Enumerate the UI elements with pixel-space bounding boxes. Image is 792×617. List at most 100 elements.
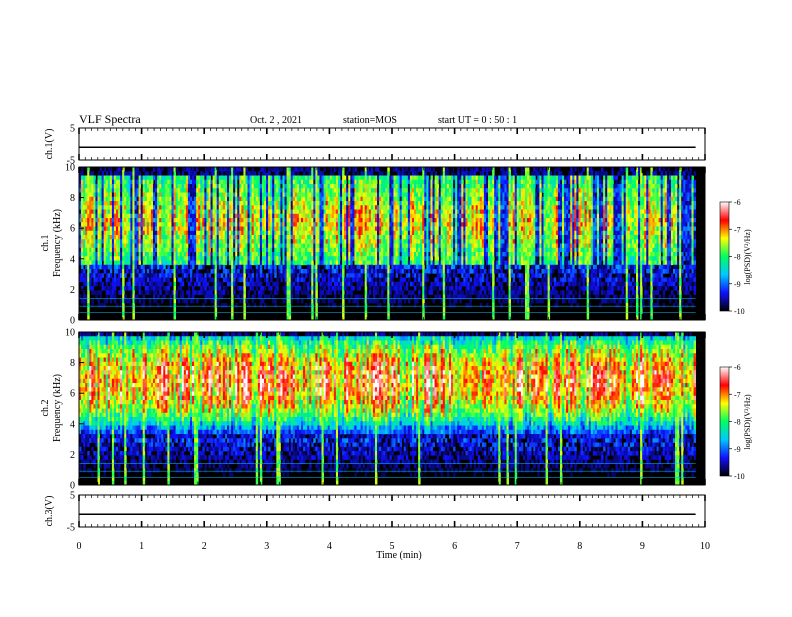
spectrogram-cell [130, 171, 133, 176]
spectrogram-cell [194, 243, 197, 249]
spectrogram-cell [266, 294, 269, 300]
spectrogram-cell [274, 264, 277, 270]
spectrogram-cell [239, 239, 242, 244]
spectrogram-cell [245, 260, 248, 266]
spectrogram-cell [251, 179, 255, 185]
spectrogram-cell [105, 179, 109, 185]
spectrogram-cell [266, 243, 269, 249]
spectrogram-cell [163, 235, 166, 240]
spectrogram-cell [224, 235, 228, 240]
spectrogram-cell [245, 192, 248, 198]
spectrogram-cell [237, 243, 240, 249]
spectrogram-cell [263, 205, 267, 210]
spectrogram-cell [103, 167, 107, 172]
spectrogram-cell [192, 273, 195, 278]
spectrogram-cell [300, 167, 304, 172]
spectrogram-cell [259, 290, 263, 295]
spectrogram-cell [231, 201, 234, 206]
spectrogram-cell [218, 205, 222, 210]
spectrogram-cell [118, 192, 121, 198]
spectrogram-cell [109, 188, 113, 193]
spectrogram-cell [126, 235, 129, 240]
spectrogram-cell [87, 218, 90, 223]
spectrogram-cell [231, 303, 234, 308]
spectrogram-cell [161, 247, 164, 253]
spectrogram-cell [175, 264, 179, 270]
spectrogram-cell [391, 277, 394, 283]
spectrogram-cell [85, 243, 88, 249]
spectrogram-cell [128, 230, 131, 236]
spectrogram-cell [259, 277, 263, 283]
spectrogram-cell [118, 273, 121, 278]
spectrogram-cell [163, 256, 166, 261]
spectrogram-cell [426, 175, 429, 181]
spectrogram-cell [222, 226, 226, 232]
spectrogram-cell [220, 218, 224, 223]
spectrogram-cell [134, 218, 137, 223]
spectrogram-cell [155, 239, 158, 244]
spectrogram-cell [95, 277, 98, 283]
spectrogram-cell [116, 213, 119, 219]
spectrogram-cell [206, 175, 209, 181]
spectrogram-cell [113, 260, 117, 266]
spectrogram-cell [89, 188, 92, 193]
spectrogram-cell [79, 247, 82, 253]
spectrogram-cell [214, 307, 218, 312]
spectrogram-cell [130, 273, 133, 278]
spectrogram-cell [81, 184, 84, 189]
spectrogram-cell [255, 226, 259, 232]
spectrogram-cell [81, 213, 84, 219]
spectrogram-cell [91, 303, 94, 308]
spectrogram-cell [214, 247, 218, 253]
spectrogram-cell [83, 179, 86, 185]
spectrogram-cell [307, 281, 310, 287]
spectrogram-cell [212, 230, 216, 236]
spectrogram-cell [266, 179, 269, 185]
spectrogram-cell [89, 171, 92, 176]
spectrogram-cell [210, 196, 213, 202]
spectrogram-cell [323, 298, 327, 304]
spectrogram-cell [97, 277, 100, 283]
spectrogram-cell [224, 175, 228, 181]
spectrogram-cell [220, 303, 224, 308]
spectrogram-cell [220, 260, 224, 266]
spectrogram-cell [220, 247, 224, 253]
spectrogram-cell [202, 171, 205, 176]
spectrogram-cell [97, 243, 100, 249]
spectrogram-cell [259, 286, 263, 291]
spectrogram-cell [187, 239, 191, 244]
spectrogram-cell [136, 179, 140, 185]
spectrogram-cell [226, 277, 230, 283]
spectrogram-cell [105, 264, 109, 270]
spectrogram-cell [181, 269, 185, 274]
spectrogram-cell [220, 175, 224, 181]
spectrogram-cell [173, 315, 177, 321]
spectrogram-cell [202, 230, 205, 236]
spectrogram-cell [107, 184, 111, 189]
spectrogram-cell [391, 269, 394, 274]
spectrogram-cell [235, 273, 238, 278]
spectrogram-cell [222, 213, 226, 219]
spectrogram-cell [257, 188, 261, 193]
spectrogram-cell [333, 303, 337, 308]
spectrogram-cell [226, 188, 230, 193]
spectrogram-cell [261, 192, 265, 198]
spectrogram-cell [150, 252, 154, 257]
spectrogram-cell [239, 230, 242, 236]
spectrogram-cell [105, 205, 109, 210]
spectrogram-cell [107, 264, 111, 270]
spectrogram-cell [116, 239, 119, 244]
spectrogram-cell [407, 298, 411, 304]
spectrogram-cell [253, 303, 257, 308]
spectrogram-cell [270, 222, 273, 227]
spectrogram-cell [99, 256, 103, 261]
spectrogram-cell [103, 196, 107, 202]
spectrogram-cell [122, 201, 125, 206]
spectrogram-cell [148, 222, 152, 227]
spectrogram-cell [239, 218, 242, 223]
spectrogram-cell [185, 184, 189, 189]
spectrogram-cell [132, 247, 135, 253]
spectrogram-cell [183, 243, 187, 249]
spectrogram-cell [243, 188, 246, 193]
spectrogram-cell [81, 277, 84, 283]
